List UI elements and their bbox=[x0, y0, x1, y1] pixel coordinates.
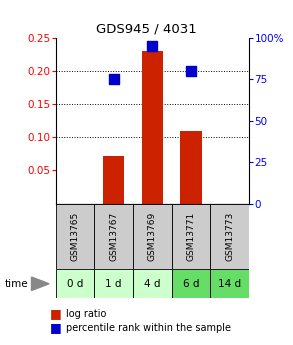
Text: 4 d: 4 d bbox=[144, 279, 161, 289]
Bar bbox=[172, 204, 210, 269]
Bar bbox=[210, 204, 249, 269]
Text: GSM13769: GSM13769 bbox=[148, 212, 157, 261]
Bar bbox=[133, 204, 172, 269]
Text: 14 d: 14 d bbox=[218, 279, 241, 289]
Text: GSM13773: GSM13773 bbox=[225, 212, 234, 261]
Text: GSM13771: GSM13771 bbox=[187, 212, 195, 261]
Bar bbox=[210, 269, 249, 298]
Point bbox=[111, 77, 116, 82]
Text: log ratio: log ratio bbox=[66, 309, 106, 319]
Point bbox=[189, 68, 193, 74]
Text: 0 d: 0 d bbox=[67, 279, 83, 289]
Bar bbox=[56, 269, 94, 298]
Text: GSM13765: GSM13765 bbox=[71, 212, 79, 261]
Bar bbox=[142, 51, 163, 204]
Text: ■: ■ bbox=[50, 321, 62, 334]
Bar bbox=[56, 204, 94, 269]
Text: percentile rank within the sample: percentile rank within the sample bbox=[66, 323, 231, 333]
Text: 6 d: 6 d bbox=[183, 279, 199, 289]
Bar bbox=[172, 269, 210, 298]
Text: 1 d: 1 d bbox=[105, 279, 122, 289]
Text: GDS945 / 4031: GDS945 / 4031 bbox=[96, 22, 197, 36]
Bar bbox=[180, 131, 202, 204]
Polygon shape bbox=[32, 277, 49, 290]
Bar bbox=[94, 269, 133, 298]
Bar bbox=[133, 269, 172, 298]
Text: time: time bbox=[4, 279, 28, 289]
Bar bbox=[94, 204, 133, 269]
Bar bbox=[103, 156, 124, 204]
Text: ■: ■ bbox=[50, 307, 62, 321]
Text: GSM13767: GSM13767 bbox=[109, 212, 118, 261]
Point bbox=[150, 43, 155, 49]
